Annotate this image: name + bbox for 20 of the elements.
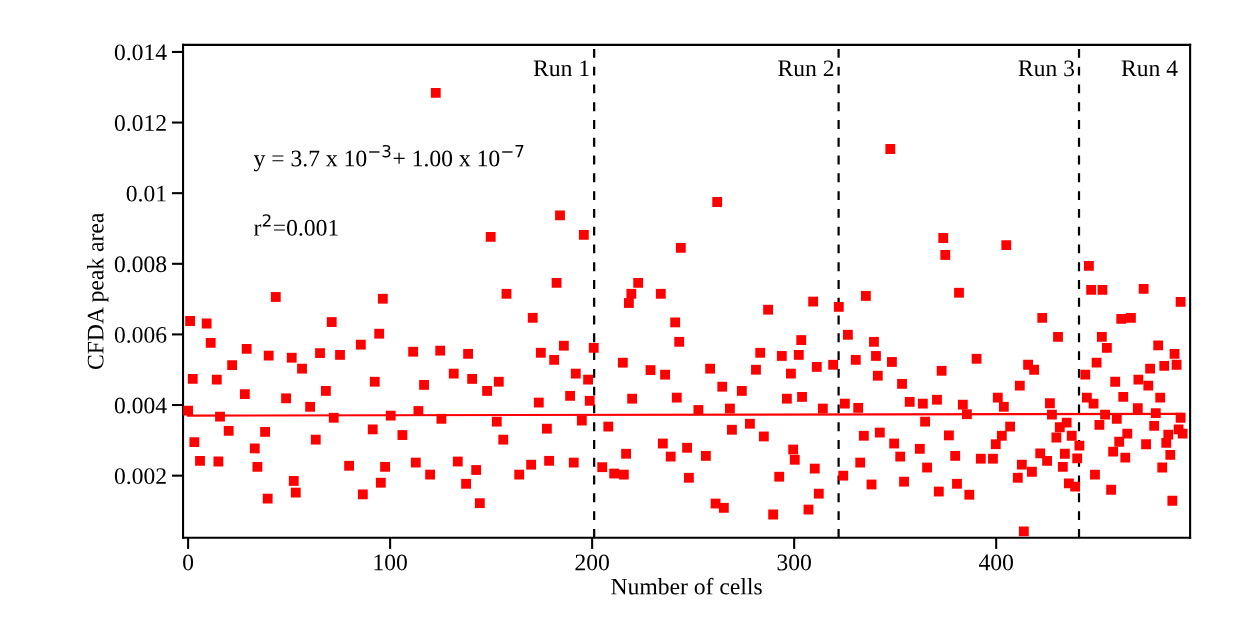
annotation: Run 4 (1121, 60, 1178, 77)
y-tick-label: 0.01 (126, 185, 166, 202)
annotation: y = 3.7 x 10$^{−3}$+ 1.00 x 10$^{−7}$ (253, 144, 524, 172)
y-tick-label: 0.006 (114, 326, 167, 343)
x-tick-label: 200 (575, 554, 609, 571)
annotation: r$^{2}$=0.001 (254, 214, 338, 236)
y-axis-title: CFDA peak area (86, 212, 109, 370)
ref-line-label: Run 2 (778, 60, 834, 77)
y-tick-label: 0.012 (114, 115, 166, 132)
x-tick-label: 100 (374, 554, 407, 571)
ref-line-label: Run 3 (1018, 60, 1075, 77)
x-tick-label: 300 (777, 554, 811, 571)
y-tick-label: 0.004 (114, 397, 167, 414)
y-tick-label: 0.008 (114, 256, 167, 273)
x-tick-label: 400 (978, 554, 1013, 571)
ref-line-label: Run 1 (533, 60, 589, 77)
y-tick-label: 0.002 (114, 468, 166, 485)
x-tick-label: 0 (183, 554, 194, 571)
y-tick-label: 0.014 (114, 44, 167, 61)
x-axis-title: Number of cells (611, 577, 762, 595)
